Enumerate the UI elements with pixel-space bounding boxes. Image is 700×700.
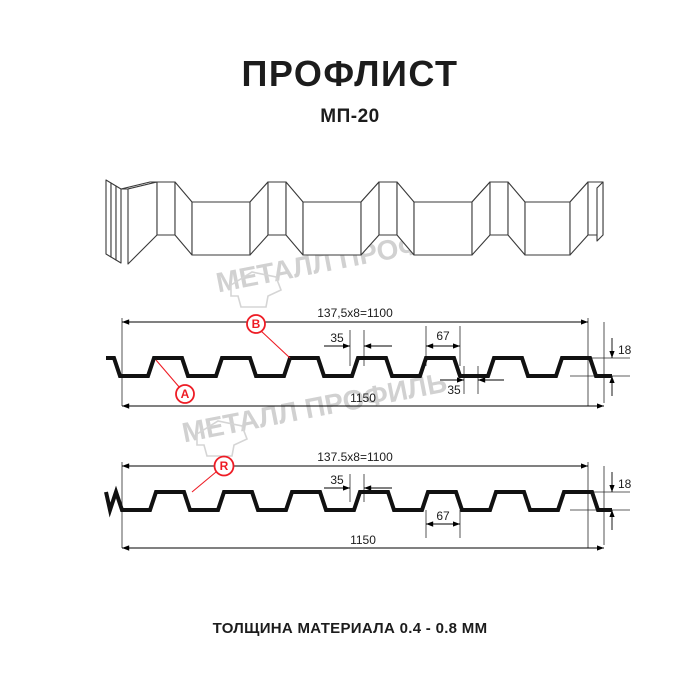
model-subtitle: МП-20: [320, 106, 380, 127]
iso-edge-b: [110, 182, 117, 261]
iso-rib-face-3: [360, 181, 380, 256]
profile-top-polyline: [106, 356, 612, 378]
dim-18-label: 18: [618, 343, 632, 357]
iso-rib-face-4: [471, 181, 491, 256]
iso-rib-flat-4: [489, 181, 509, 236]
dim-35-label-2: 35: [330, 473, 344, 487]
dim-bottom-label-2: 1150: [350, 533, 376, 547]
dim-35-label: 35: [330, 331, 344, 345]
marker-label-b: B: [252, 317, 261, 331]
material-thickness-note: ТОЛЩИНА МАТЕРИАЛА 0.4 - 0.8 ММ: [212, 620, 488, 637]
leader-line-r: [191, 471, 217, 493]
dim-67-label-2: 67: [436, 509, 450, 523]
iso-valley-1: [191, 201, 251, 256]
dim-35-lower-label: 35: [447, 383, 461, 397]
iso-edge-c: [115, 185, 122, 264]
marker-circle-a: [175, 384, 195, 404]
dim-18-label-2: 18: [618, 477, 632, 491]
iso-edge-a: [105, 179, 112, 258]
dim-top-label-2: 137.5x8=1100: [317, 450, 393, 464]
isometric-sheet-drawing: [105, 179, 604, 265]
marker-circle-r: [213, 455, 235, 477]
page-title: ПРОФЛИСТ: [241, 53, 459, 94]
iso-rib-face-2: [249, 181, 269, 256]
iso-rib-slope-4: [507, 181, 526, 256]
iso-rib-face-1: [127, 181, 158, 265]
marker-label-r: R: [220, 459, 229, 473]
dim-bottom-label: 1150: [350, 391, 376, 405]
marker-label-a: A: [181, 387, 190, 401]
iso-valley-4: [524, 201, 571, 256]
iso-rib-slope-3: [396, 181, 415, 256]
annotation-marker-a: A: [155, 359, 195, 404]
dim-top-label: 137,5x8=1100: [317, 308, 393, 320]
iso-rib-slope-1: [174, 181, 193, 256]
iso-rib-flat-1: [156, 181, 176, 236]
title-block: ПРОФЛИСТ МП-20: [0, 56, 700, 128]
annotation-marker-r: R: [191, 455, 235, 493]
dim-67-label: 67: [436, 329, 450, 343]
annotation-marker-b: B: [246, 314, 291, 359]
marker-circle-b: [246, 314, 266, 334]
iso-rib-flat-3: [378, 181, 398, 236]
profile-bottom-drawing: 137.5x8=1100 35 67 18 1150 R: [104, 450, 632, 551]
profile-top-drawing: 137,5x8=1100 35 67 35 18 1150 A: [106, 308, 632, 409]
iso-rib-slope-2: [285, 181, 304, 256]
profile-bottom-polyline: [104, 485, 612, 518]
iso-valley-2: [302, 201, 362, 256]
iso-rib-face-5: [569, 181, 589, 256]
leader-line-b: [259, 329, 291, 359]
leader-line-a: [155, 359, 181, 389]
iso-rib-flat-2: [267, 181, 287, 236]
iso-right-edge: [596, 181, 604, 242]
iso-valley-3: [413, 201, 473, 256]
